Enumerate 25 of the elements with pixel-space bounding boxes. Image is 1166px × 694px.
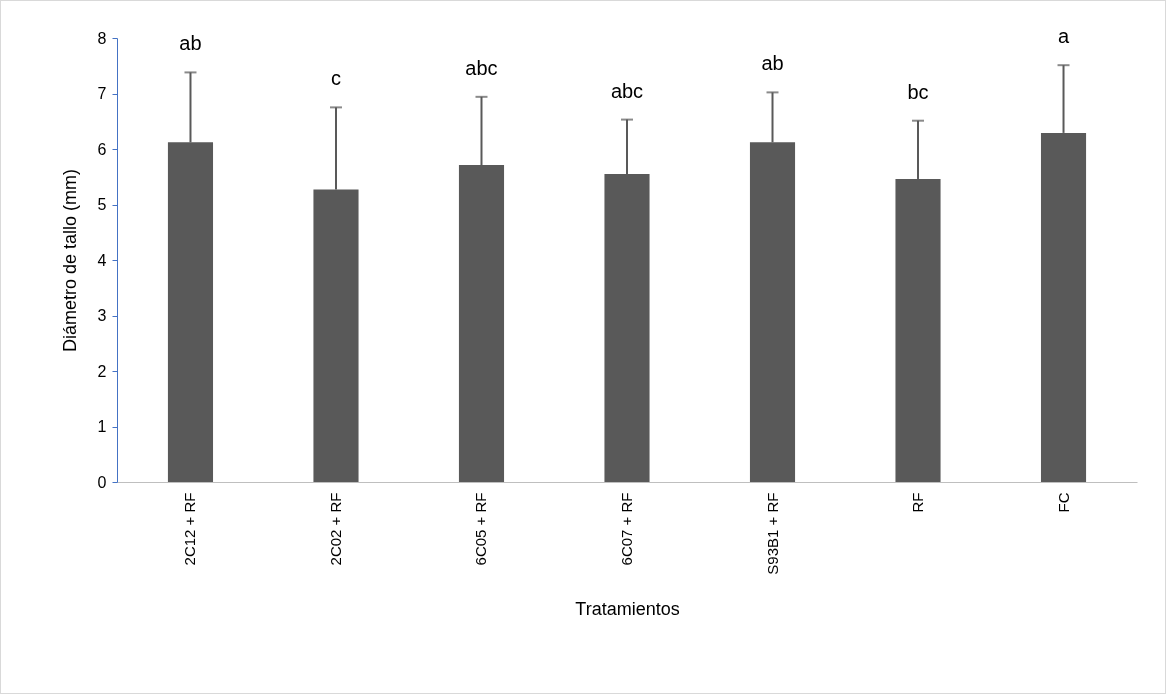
x-axis-title: Tratamientos: [575, 598, 680, 619]
y-tick-label: 3: [97, 307, 107, 324]
y-tick-label: 5: [97, 196, 107, 213]
x-tick-label: RF: [909, 492, 927, 513]
annotation: abc: [465, 56, 498, 79]
annotation: bc: [907, 80, 929, 103]
y-tick-label: 2: [97, 362, 107, 380]
annotation: abc: [610, 79, 644, 102]
annotation: c: [330, 67, 341, 90]
y-tick-label: 4: [97, 251, 107, 269]
y-tick-label: 0: [97, 473, 107, 491]
x-tick-label: 2C12 + RF: [181, 492, 199, 566]
annotation: ab: [179, 32, 202, 55]
y-tick-label: 8: [97, 29, 107, 47]
y-axis-title: Diámetro de tallo (mm): [59, 168, 80, 353]
x-tick-label: FC: [1054, 492, 1072, 513]
x-tick-label: 6C07 + RF: [618, 492, 635, 566]
y-tick-label: 6: [97, 140, 107, 158]
x-tick-label: S93B1 + RF: [763, 492, 781, 575]
y-tick-label: 7: [97, 85, 107, 102]
x-tick-label: 6C05 + RF: [472, 492, 490, 566]
annotation: ab: [761, 52, 784, 75]
annotation: a: [1057, 25, 1070, 48]
y-tick-label: 1: [97, 418, 107, 435]
x-tick-label: 2C02 + RF: [326, 492, 344, 566]
